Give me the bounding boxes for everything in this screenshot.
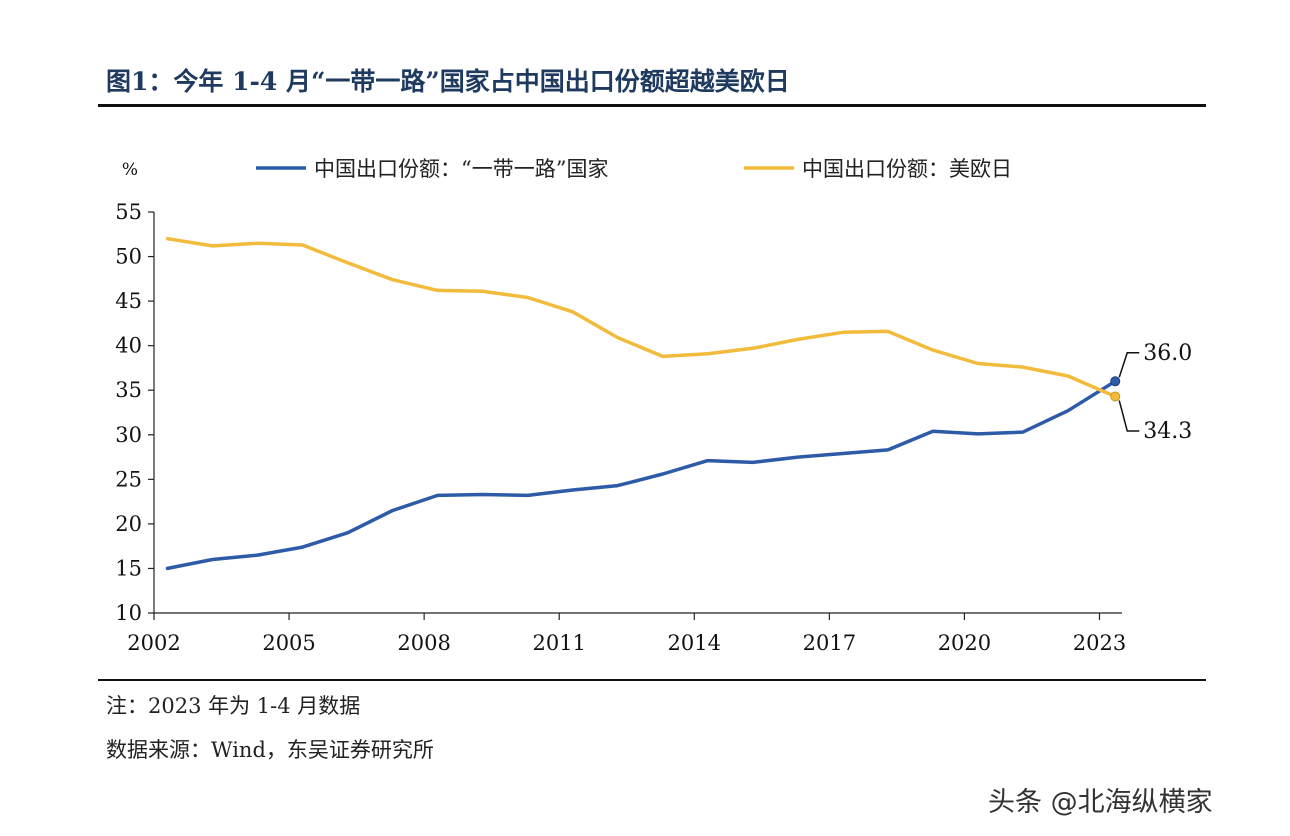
y-tick-label: 30 — [115, 423, 142, 447]
y-tick-label: 40 — [115, 334, 142, 358]
end-label-leader — [1118, 400, 1140, 432]
x-tick-label: 2023 — [1073, 631, 1126, 655]
watermark-text: 头条 @北海纵横家 — [988, 787, 1213, 818]
y-tick-label: 50 — [115, 245, 142, 269]
end-point-us-eu-jp — [1110, 391, 1121, 402]
y-tick-label: 35 — [115, 378, 142, 402]
x-tick-label: 2002 — [127, 631, 180, 655]
y-tick-label: 10 — [115, 601, 142, 625]
x-tick-label: 2008 — [397, 631, 450, 655]
x-tick-label: 2011 — [532, 631, 585, 655]
x-tick-label: 2014 — [668, 631, 721, 655]
y-tick-label: 45 — [115, 289, 142, 313]
series-line-belt-road — [165, 379, 1117, 571]
figure-title: 图1：今年 1-4 月“一带一路”国家占中国出口份额超越美欧日 — [106, 67, 790, 96]
y-tick-label: 20 — [115, 512, 142, 536]
end-point-belt-road — [1110, 376, 1121, 387]
end-label-belt-road: 36.0 — [1143, 341, 1192, 366]
x-tick-label: 2005 — [262, 631, 315, 655]
top-rule — [98, 104, 1206, 107]
data-source-note: 数据来源：Wind，东吴证券研究所 — [106, 738, 434, 762]
legend-label-us-eu-jp: 中国出口份额：美欧日 — [802, 157, 1012, 181]
y-tick-label: 55 — [115, 200, 142, 224]
y-tick-label: 25 — [115, 467, 142, 491]
end-label-us-eu-jp: 34.3 — [1143, 419, 1192, 444]
bottom-rule — [98, 679, 1206, 681]
chart-note: 注：2023 年为 1-4 月数据 — [106, 694, 361, 718]
x-tick-label: 2020 — [938, 631, 991, 655]
series-line-us-eu-jp — [165, 236, 1117, 399]
end-label-leader — [1118, 352, 1140, 378]
y-axis-unit-label: % — [122, 160, 138, 180]
y-tick-label: 15 — [115, 556, 142, 580]
legend-label-belt-road: 中国出口份额：“一带一路”国家 — [314, 157, 608, 181]
x-tick-label: 2017 — [803, 631, 856, 655]
